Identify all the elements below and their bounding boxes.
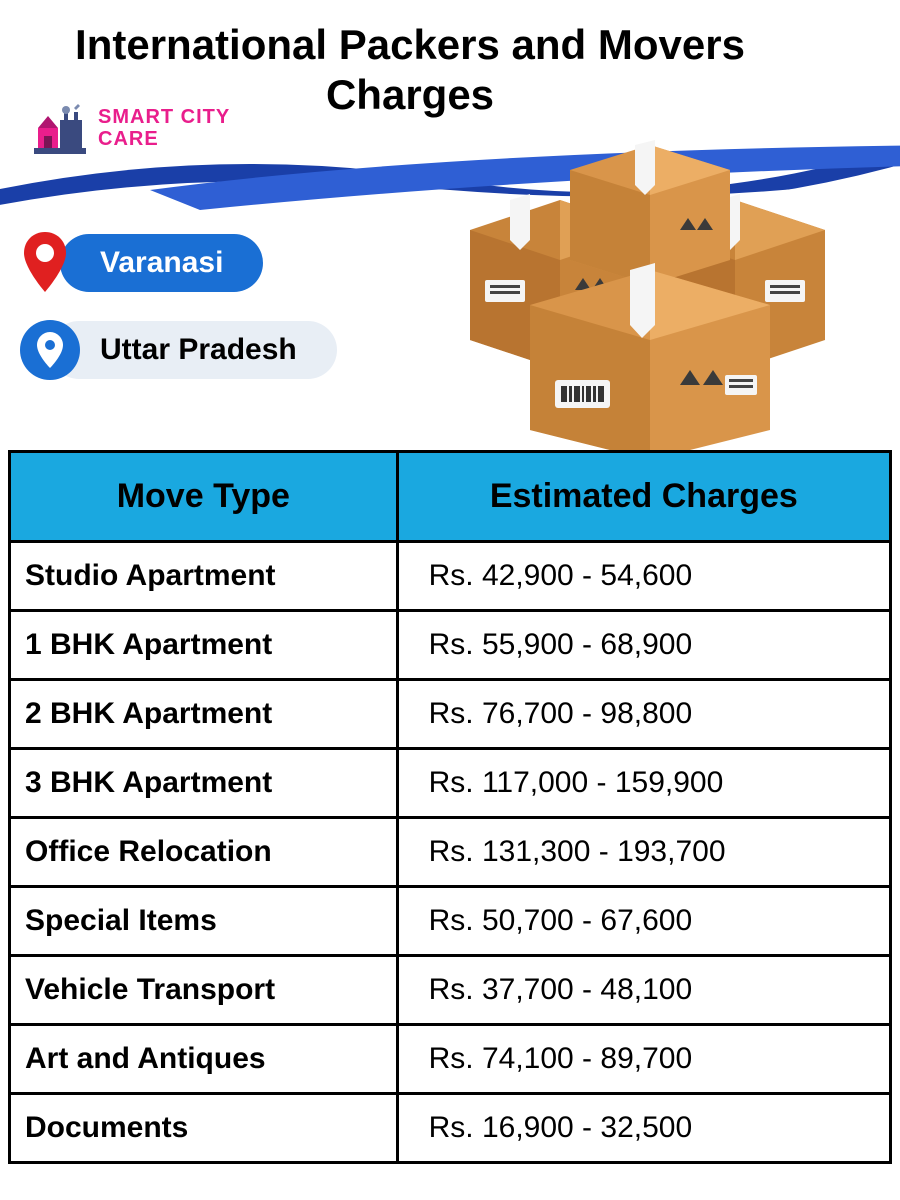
charge-cell: Rs. 50,700 - 67,600 bbox=[397, 887, 890, 956]
table-row: 3 BHK ApartmentRs. 117,000 - 159,900 bbox=[10, 749, 891, 818]
table-row: 1 BHK ApartmentRs. 55,900 - 68,900 bbox=[10, 611, 891, 680]
move-type-cell: Documents bbox=[10, 1094, 398, 1163]
move-type-cell: Office Relocation bbox=[10, 818, 398, 887]
charge-cell: Rs. 16,900 - 32,500 bbox=[397, 1094, 890, 1163]
brand-logo: SMART CITY CARE bbox=[30, 100, 230, 155]
city-label: Varanasi bbox=[60, 234, 263, 292]
charge-cell: Rs. 55,900 - 68,900 bbox=[397, 611, 890, 680]
charge-cell: Rs. 117,000 - 159,900 bbox=[397, 749, 890, 818]
map-pin-icon bbox=[20, 230, 70, 295]
city-row: Varanasi bbox=[20, 230, 337, 295]
col-header-type: Move Type bbox=[10, 452, 398, 542]
table-row: Office RelocationRs. 131,300 - 193,700 bbox=[10, 818, 891, 887]
move-type-cell: 2 BHK Apartment bbox=[10, 680, 398, 749]
table-row: Studio ApartmentRs. 42,900 - 54,600 bbox=[10, 542, 891, 611]
table-header-row: Move Type Estimated Charges bbox=[10, 452, 891, 542]
move-type-cell: Vehicle Transport bbox=[10, 956, 398, 1025]
map-pin-circle-icon bbox=[20, 320, 80, 380]
charge-cell: Rs. 76,700 - 98,800 bbox=[397, 680, 890, 749]
house-tools-icon bbox=[30, 100, 90, 155]
charge-cell: Rs. 74,100 - 89,700 bbox=[397, 1025, 890, 1094]
move-type-cell: 1 BHK Apartment bbox=[10, 611, 398, 680]
charge-cell: Rs. 42,900 - 54,600 bbox=[397, 542, 890, 611]
boxes-illustration bbox=[420, 130, 870, 460]
move-type-cell: Studio Apartment bbox=[10, 542, 398, 611]
move-type-cell: Special Items bbox=[10, 887, 398, 956]
state-row: Uttar Pradesh bbox=[20, 320, 337, 380]
move-type-cell: 3 BHK Apartment bbox=[10, 749, 398, 818]
charge-cell: Rs. 37,700 - 48,100 bbox=[397, 956, 890, 1025]
table-row: Vehicle TransportRs. 37,700 - 48,100 bbox=[10, 956, 891, 1025]
location-section: Varanasi Uttar Pradesh bbox=[20, 230, 337, 405]
col-header-charges: Estimated Charges bbox=[397, 452, 890, 542]
charges-table: Move Type Estimated Charges Studio Apart… bbox=[8, 450, 892, 1164]
table-row: Art and AntiquesRs. 74,100 - 89,700 bbox=[10, 1025, 891, 1094]
brand-name: SMART CITY CARE bbox=[98, 106, 230, 150]
table-row: 2 BHK ApartmentRs. 76,700 - 98,800 bbox=[10, 680, 891, 749]
table-row: Special ItemsRs. 50,700 - 67,600 bbox=[10, 887, 891, 956]
move-type-cell: Art and Antiques bbox=[10, 1025, 398, 1094]
table-row: DocumentsRs. 16,900 - 32,500 bbox=[10, 1094, 891, 1163]
charge-cell: Rs. 131,300 - 193,700 bbox=[397, 818, 890, 887]
state-label: Uttar Pradesh bbox=[50, 321, 337, 379]
